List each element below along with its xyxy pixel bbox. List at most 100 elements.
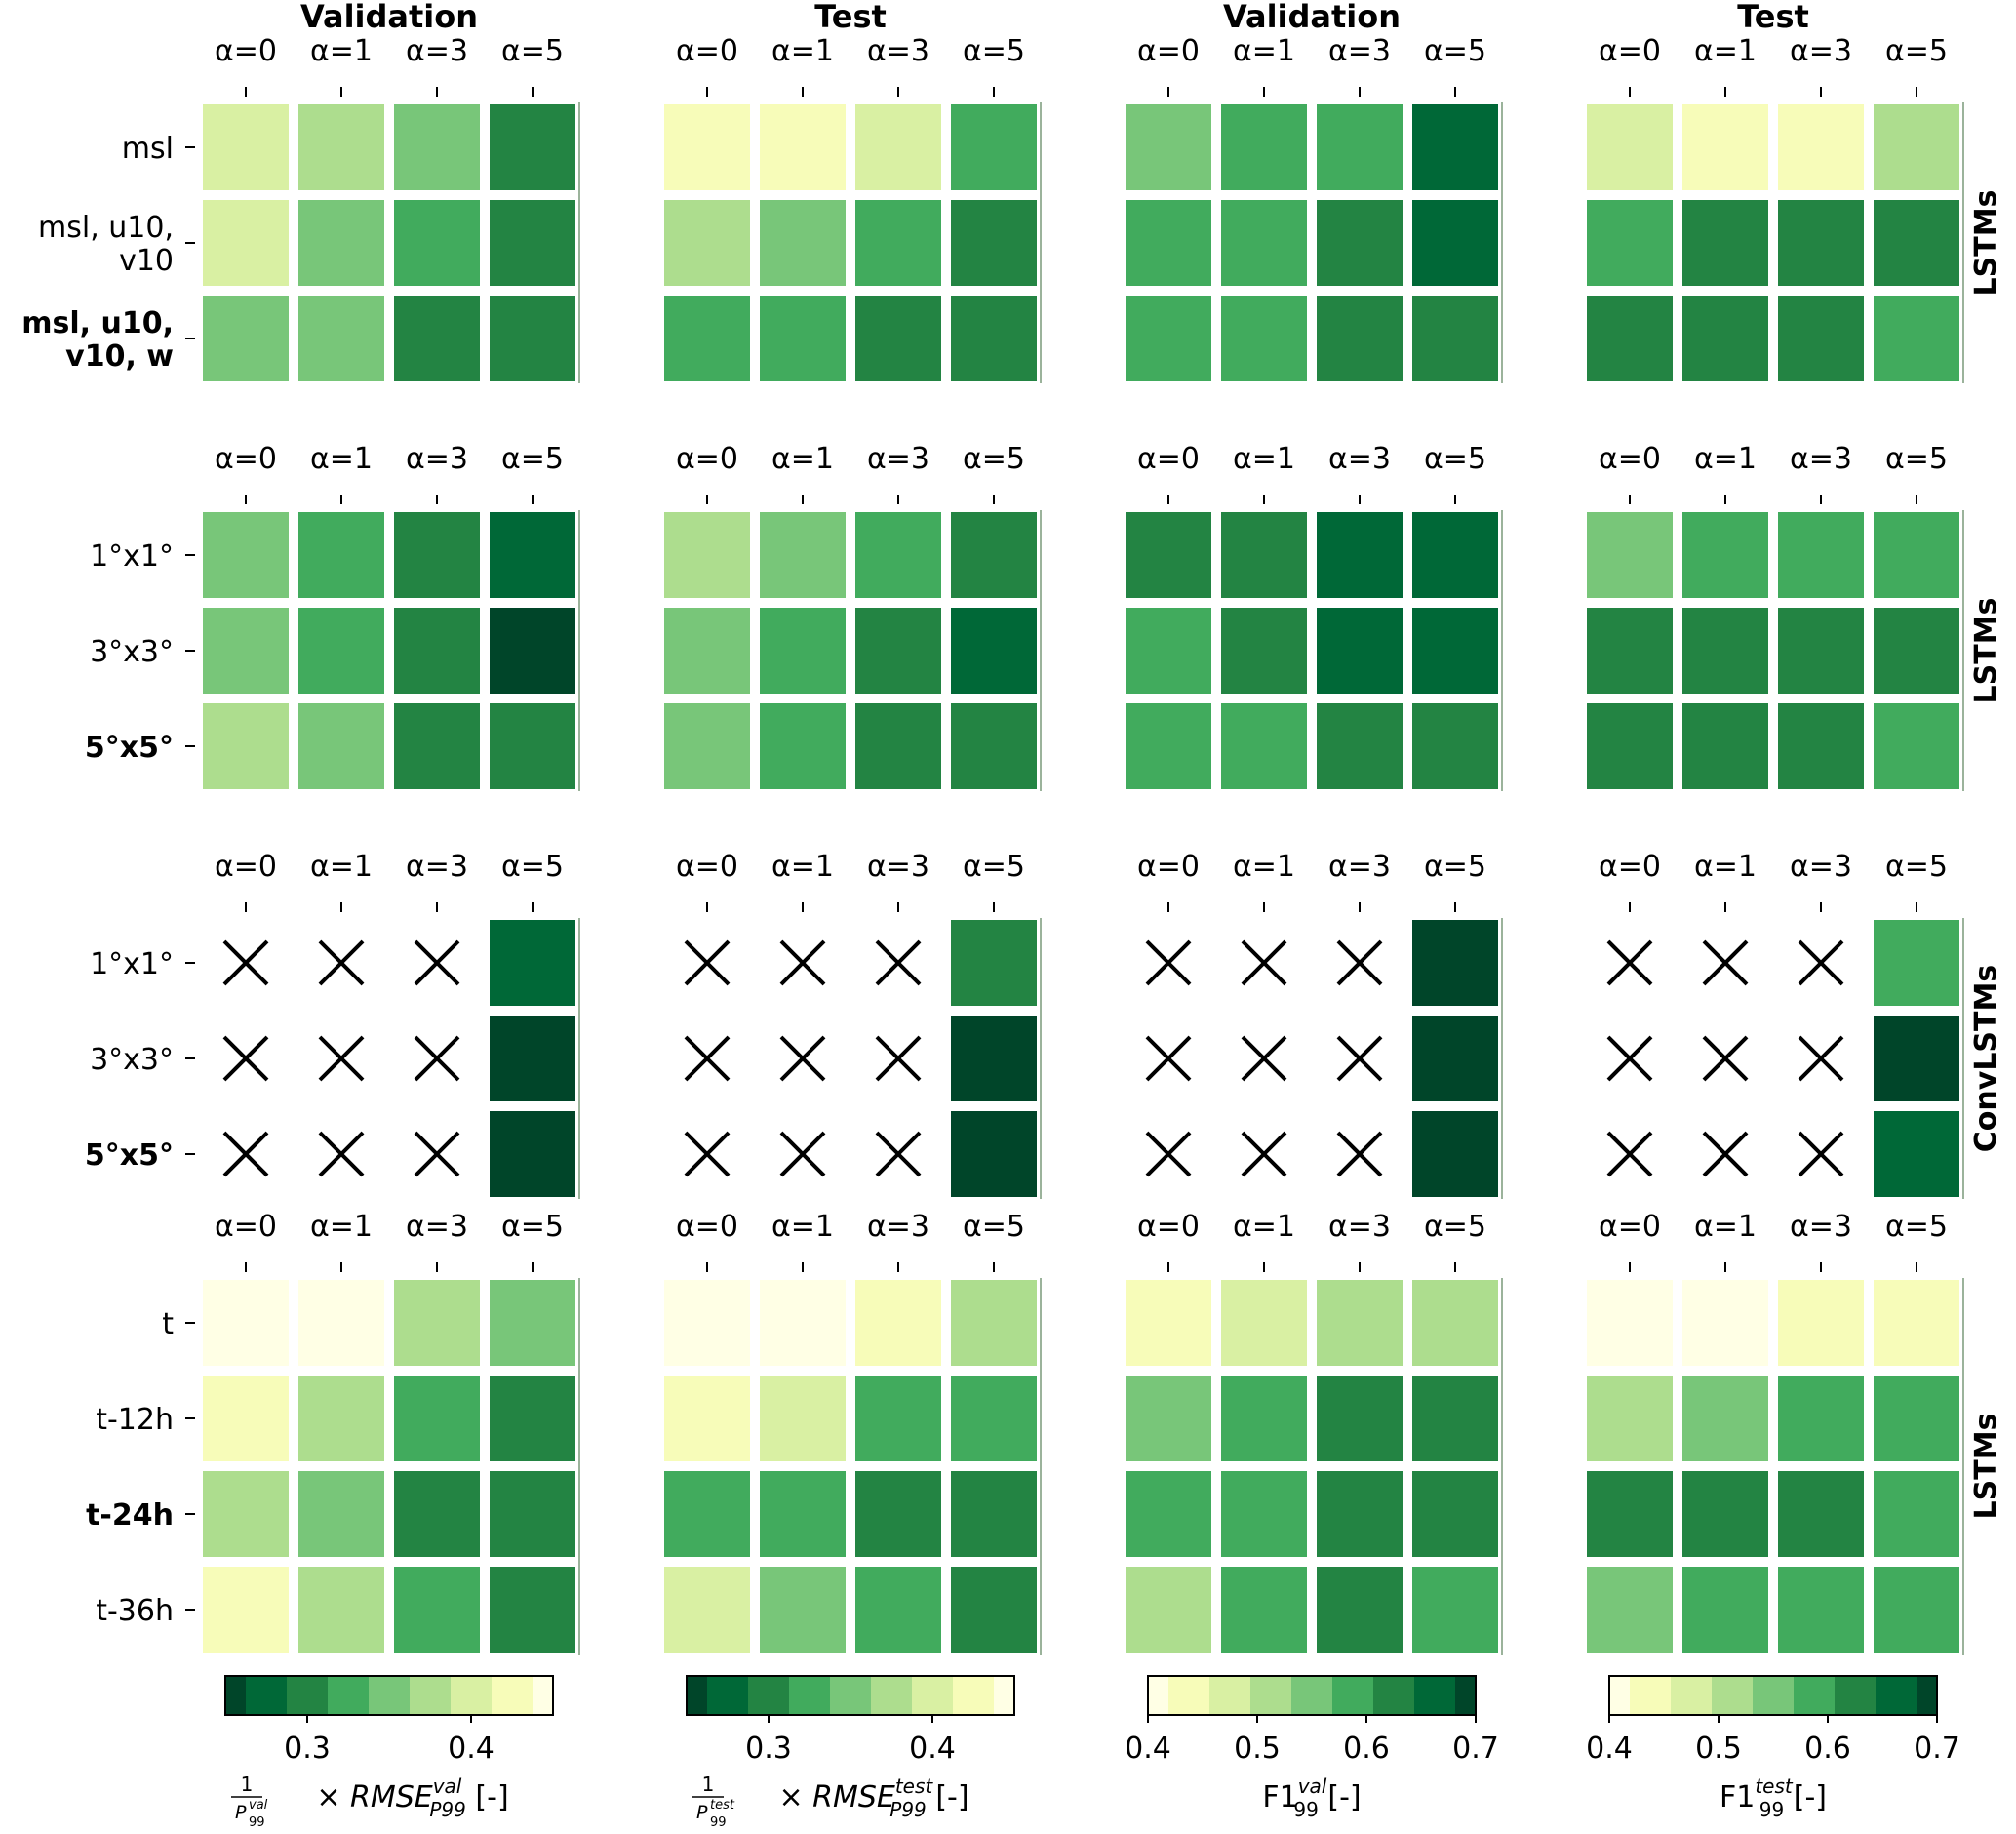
alpha-tick-label: α=3 — [867, 34, 929, 68]
colorbar-segment — [1209, 1676, 1231, 1715]
heatmap-cell — [1412, 608, 1498, 694]
colorbar-segment — [789, 1676, 810, 1715]
heatmap-cell — [1778, 608, 1864, 694]
missing-x-mark — [1606, 939, 1653, 986]
alpha-tick-label: α=1 — [771, 850, 834, 884]
heatmap-cell — [1126, 1376, 1211, 1461]
heatmap-cell — [298, 200, 384, 286]
heatmap-cell — [1587, 1471, 1673, 1557]
heatmap-cell — [490, 1567, 575, 1653]
heatmap-cell — [490, 703, 575, 789]
alpha-tick-label: α=3 — [1790, 442, 1852, 476]
heatmap-cell — [1874, 1016, 1959, 1101]
missing-x-mark — [318, 1035, 365, 1082]
heatmap-cell — [1874, 1280, 1959, 1366]
alpha-tick-label: α=1 — [310, 1210, 373, 1244]
missing-x-mark — [684, 1035, 731, 1082]
heatmap-cell — [1874, 1471, 1959, 1557]
missing-x-mark — [779, 1131, 826, 1177]
heatmap-cell — [1587, 1567, 1673, 1653]
heatmap-cell — [1412, 1471, 1498, 1557]
missing-x-mark — [318, 1131, 365, 1177]
heatmap-cell — [1587, 296, 1673, 381]
heatmap-cell — [1778, 1471, 1864, 1557]
heatmap-cell — [394, 296, 480, 381]
heatmap-cell — [760, 1471, 846, 1557]
heatmap-cell — [855, 1280, 941, 1366]
colorbar-segment — [1712, 1676, 1733, 1715]
heatmap-panel: α=0 α=1 α=3 α=5 — [1126, 442, 1503, 791]
row-label: 5°x5° — [85, 1138, 174, 1173]
alpha-tick-label: α=0 — [215, 34, 277, 68]
heatmap-cell — [760, 104, 846, 190]
colorbar-label-part: × RMSE — [778, 1780, 894, 1814]
colorbar-label-part: [-] — [927, 1780, 969, 1814]
alpha-tick-label: α=1 — [771, 442, 834, 476]
fraction-denominator-sup: test — [710, 1798, 735, 1813]
heatmap-cell — [1778, 200, 1864, 286]
heatmap-cell — [1778, 296, 1864, 381]
row-label: msl, u10, — [38, 211, 174, 245]
heatmap-cell — [1126, 1567, 1211, 1653]
colorbar-segment — [1312, 1676, 1333, 1715]
heatmap-cell — [490, 1376, 575, 1461]
heatmap-cell — [760, 512, 846, 598]
colorbar-segment — [1855, 1676, 1877, 1715]
missing-x-mark — [875, 1035, 922, 1082]
missing-x-mark — [1145, 939, 1192, 986]
heatmap-cell — [1587, 608, 1673, 694]
heatmap-cell — [203, 1567, 289, 1653]
heatmap-cell — [1874, 1376, 1959, 1461]
heatmap-cell — [1778, 104, 1864, 190]
alpha-tick-label: α=1 — [310, 34, 373, 68]
heatmap-cell — [1412, 1567, 1498, 1653]
heatmap-panel: α=0 α=1 α=3 α=5 — [1587, 1210, 1964, 1655]
colorbar-label-part: P99 — [889, 1798, 927, 1821]
alpha-tick-label: α=1 — [310, 442, 373, 476]
heatmap-cell — [1587, 1280, 1673, 1366]
heatmap-cell — [1682, 608, 1768, 694]
heatmap-cell — [1221, 1376, 1307, 1461]
colorbar-segment — [953, 1676, 974, 1715]
alpha-tick-label: α=1 — [1233, 34, 1295, 68]
heatmap-cell — [203, 200, 289, 286]
alpha-tick-label: α=0 — [1599, 850, 1661, 884]
heatmap-cell — [1317, 1280, 1403, 1366]
heatmap-cell — [855, 1376, 941, 1461]
missing-x-mark — [779, 939, 826, 986]
heatmap-cell — [1221, 1567, 1307, 1653]
colorbar-segment — [1732, 1676, 1754, 1715]
heatmap-cell — [1587, 703, 1673, 789]
heatmap-cell — [1874, 104, 1959, 190]
colorbar-label-part: [-] — [1319, 1780, 1362, 1814]
alpha-tick-label: α=5 — [1424, 850, 1486, 884]
heatmap-cell — [298, 703, 384, 789]
colorbar-segment — [871, 1676, 892, 1715]
column-title: Validation — [1223, 0, 1401, 35]
alpha-tick-label: α=0 — [676, 442, 738, 476]
heatmap-cell — [298, 296, 384, 381]
colorbar-segment — [1455, 1676, 1477, 1715]
alpha-tick-label: α=0 — [1137, 442, 1200, 476]
heatmap-panel: α=0 α=1 α=3 α=5 — [1587, 442, 1964, 791]
column-title: Test — [1737, 0, 1809, 35]
heatmap-cell — [1682, 296, 1768, 381]
heatmap-cell — [1126, 104, 1211, 190]
alpha-tick-label: α=1 — [771, 34, 834, 68]
heatmap-cell — [203, 1376, 289, 1461]
heatmap-panel: α=0 α=1 α=3 α=5 — [203, 34, 580, 383]
alpha-tick-label: α=1 — [1694, 1210, 1757, 1244]
alpha-tick-label: α=0 — [1137, 850, 1200, 884]
heatmap-cell — [298, 1280, 384, 1366]
colorbar: 0.4 0.5 0.6 0.7 F1test 99 [-] — [1586, 1675, 1960, 1821]
alpha-tick-label: α=5 — [501, 34, 564, 68]
heatmap-cell — [394, 512, 480, 598]
colorbar-segment — [1753, 1676, 1774, 1715]
heatmap-cell — [394, 1376, 480, 1461]
heatmap-cell — [1587, 104, 1673, 190]
colorbar-segment — [1230, 1676, 1251, 1715]
colorbar-segment — [512, 1676, 534, 1715]
fraction-denominator-sup: val — [249, 1798, 268, 1813]
heatmap-cell — [855, 1567, 941, 1653]
alpha-tick-label: α=0 — [215, 442, 277, 476]
